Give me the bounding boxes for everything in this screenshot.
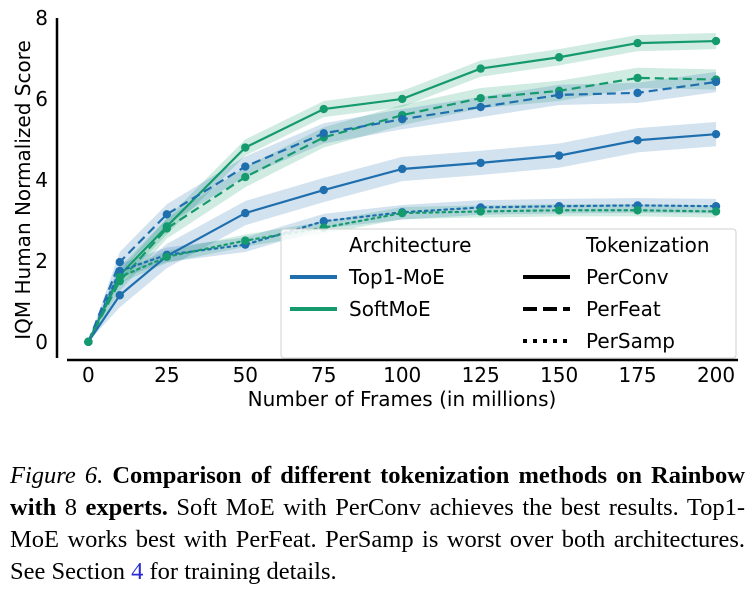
- top1-moe-perconv-point: [115, 291, 124, 300]
- top1-moe-perconv-point: [476, 158, 485, 168]
- softmoe-perconv-point: [398, 94, 407, 104]
- top1-moe-perfeat-point: [711, 77, 721, 87]
- softmoe-persamp-point: [633, 206, 642, 215]
- legend-perfeat-label: PerFeat: [586, 297, 661, 321]
- softmoe-perconv-point: [476, 64, 485, 73]
- legend-perconv-label: PerConv: [586, 265, 669, 289]
- legend-persamp-label: PerSamp: [586, 329, 675, 353]
- x-tick-label: 0: [82, 363, 95, 387]
- legend: Architecture Tokenization Top1-MoE SoftM…: [280, 228, 737, 359]
- softmoe-persamp-point: [476, 207, 485, 216]
- top1-moe-perfeat-point: [633, 88, 642, 98]
- top1-moe-perconv-point: [398, 164, 407, 174]
- softmoe-perconv-point: [554, 53, 564, 62]
- x-tick-labels: 0 25 50 75 100 125 150 175 200: [82, 363, 735, 387]
- caption-figure-label: Figure 6.: [10, 462, 104, 489]
- x-axis-label: Number of Frames (in millions): [248, 387, 557, 411]
- top1-moe-perconv-point: [241, 208, 250, 218]
- softmoe-perfeat-point: [633, 73, 642, 83]
- top1-moe-persamp-point: [115, 266, 124, 276]
- softmoe-perfeat-line: [87, 76, 717, 343]
- x-tick-label: 100: [383, 363, 421, 387]
- caption-section-link[interactable]: 4: [131, 558, 144, 585]
- caption-bold-title: Comparison of different tokenization met…: [10, 462, 746, 521]
- top1-moe-perfeat-point: [115, 257, 124, 267]
- x-tick-label: 75: [311, 363, 336, 387]
- caption-bold-title-end: experts.: [85, 494, 168, 521]
- y-tick-label: 4: [35, 168, 48, 192]
- legend-box: [280, 228, 737, 359]
- softmoe-perfeat-point: [162, 224, 172, 233]
- y-axis-label: IQM Human Normalized Score: [11, 40, 35, 340]
- top1-moe-persamp-point: [319, 216, 328, 226]
- softmoe-perconv-line: [87, 39, 717, 343]
- top1-moe-perconv-point: [554, 151, 564, 160]
- caption-body: Soft MoE with PerConv achieves the best …: [10, 494, 746, 585]
- top1-moe-perfeat-point: [476, 102, 485, 112]
- axes: [55, 18, 738, 362]
- caption-body-end: for training details.: [149, 558, 337, 585]
- series-markers: [84, 36, 721, 347]
- x-tick-label: 50: [233, 363, 258, 387]
- softmoe-persamp-point: [241, 236, 250, 245]
- softmoe-perfeat-point: [241, 172, 250, 182]
- y-tick-label: 0: [35, 330, 48, 354]
- legend-softmoe-label: SoftMoE: [349, 297, 431, 321]
- softmoe-persamp-point: [711, 207, 721, 216]
- figure-caption: Figure 6. Comparison of different tokeni…: [10, 460, 745, 588]
- y-tick-label: 8: [35, 6, 48, 30]
- softmoe-persamp-line: [87, 209, 718, 343]
- softmoe-perconv-point: [319, 104, 328, 114]
- legend-top1-moe-label: Top1-MoE: [348, 265, 445, 289]
- top1-moe-perfeat-point: [319, 129, 328, 138]
- softmoe-perconv-band: [88, 32, 717, 342]
- top1-moe-perfeat-line: [87, 80, 717, 343]
- x-tick-label: 175: [618, 363, 656, 387]
- softmoe-persamp-point: [84, 337, 93, 347]
- top1-moe-perfeat-point: [398, 114, 407, 124]
- top1-moe-perfeat-point: [241, 162, 250, 171]
- x-tick-label: 200: [697, 363, 735, 387]
- legend-tokenization-title: Tokenization: [585, 233, 710, 257]
- top1-moe-perconv-point: [319, 185, 328, 195]
- series-lines: [87, 39, 718, 343]
- x-tick-label: 25: [154, 363, 179, 387]
- caption-bold-number: 8: [64, 494, 78, 521]
- softmoe-persamp-point: [554, 206, 564, 215]
- y-tick-label: 6: [35, 87, 48, 111]
- legend-architecture-title: Architecture: [349, 233, 471, 257]
- x-tick-label: 150: [540, 363, 578, 387]
- softmoe-persamp-point: [115, 272, 124, 282]
- softmoe-perconv-point: [633, 38, 642, 48]
- top1-moe-perconv-point: [633, 136, 642, 145]
- softmoe-persamp-point: [398, 208, 407, 218]
- top1-moe-perconv-line: [87, 133, 717, 343]
- top1-moe-perconv-point: [711, 129, 721, 139]
- y-tick-labels: 0 2 4 6 8: [35, 6, 48, 354]
- softmoe-perconv-point: [241, 143, 250, 152]
- x-tick-label: 125: [462, 363, 500, 387]
- softmoe-persamp-point: [162, 252, 172, 262]
- softmoe-perfeat-point: [476, 93, 485, 103]
- softmoe-perconv-point: [711, 36, 721, 46]
- top1-moe-perfeat-band: [88, 71, 717, 342]
- y-tick-label: 2: [35, 249, 48, 273]
- line-chart: 0 2 4 6 8 0 25 50 75 100 125 150 175 200 IQM Human N…: [11, 6, 738, 411]
- top1-moe-perfeat-point: [162, 210, 172, 219]
- top1-moe-persamp-line: [87, 204, 718, 343]
- top1-moe-perfeat-point: [554, 90, 564, 100]
- top1-moe-persamp-band: [88, 198, 717, 342]
